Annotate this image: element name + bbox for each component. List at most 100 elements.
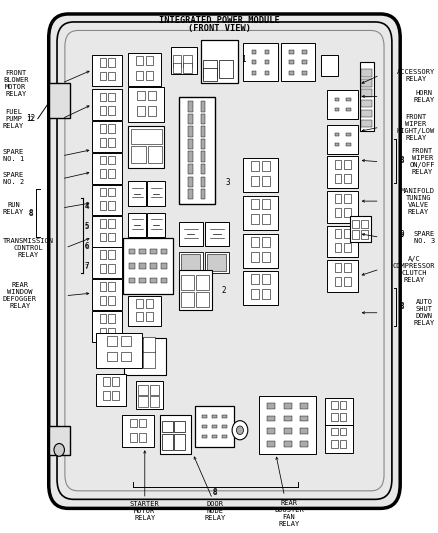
Bar <box>243 271 278 305</box>
Bar <box>346 108 350 111</box>
Bar <box>212 425 217 429</box>
Text: 4: 4 <box>85 202 89 211</box>
Bar <box>201 164 205 174</box>
Bar <box>265 50 269 54</box>
Bar <box>99 314 106 323</box>
Bar <box>148 147 162 163</box>
Bar <box>96 333 142 368</box>
Bar <box>136 300 143 308</box>
Bar <box>146 264 153 272</box>
Text: 8: 8 <box>399 302 404 311</box>
Bar <box>122 415 153 447</box>
Bar <box>179 252 203 273</box>
Text: FRONT
WIPER
ON/OFF
RELAY: FRONT WIPER ON/OFF RELAY <box>410 148 435 175</box>
Bar <box>201 114 205 124</box>
Bar <box>344 174 350 183</box>
Bar <box>207 254 226 271</box>
Bar <box>267 416 276 422</box>
Bar <box>344 243 350 252</box>
Bar <box>197 408 233 445</box>
Text: 5: 5 <box>85 222 89 231</box>
Text: REAR
WINDOW
DEFOGGER
RELAY: REAR WINDOW DEFOGGER RELAY <box>3 282 37 309</box>
Bar <box>205 222 229 246</box>
Bar <box>131 147 146 163</box>
Bar <box>262 289 269 299</box>
Bar <box>109 58 115 67</box>
Bar <box>109 282 115 291</box>
Bar <box>124 337 166 375</box>
Bar <box>201 139 205 149</box>
Text: FUEL
PUMP
RELAY: FUEL PUMP RELAY <box>3 109 24 128</box>
Bar <box>148 106 155 116</box>
Bar <box>361 79 372 87</box>
Bar <box>109 124 115 133</box>
Text: 8: 8 <box>212 488 217 497</box>
Bar <box>223 434 227 438</box>
Bar <box>251 237 259 247</box>
Bar <box>128 126 164 167</box>
Bar <box>212 434 217 438</box>
Bar <box>147 181 165 206</box>
Circle shape <box>237 426 244 434</box>
Text: 9: 9 <box>399 230 404 239</box>
Bar <box>361 90 372 97</box>
Bar <box>107 336 117 346</box>
Bar <box>201 176 205 187</box>
Text: 12: 12 <box>26 116 35 122</box>
Bar <box>181 254 200 271</box>
Bar <box>103 377 110 386</box>
Bar <box>188 164 193 174</box>
Bar <box>361 120 372 127</box>
Bar <box>113 377 119 386</box>
Bar <box>120 336 131 346</box>
Bar <box>244 43 278 82</box>
Bar <box>340 427 346 435</box>
Bar <box>180 99 213 201</box>
Bar <box>267 403 276 409</box>
Bar <box>120 352 131 361</box>
Bar <box>128 351 141 368</box>
Text: 8: 8 <box>399 157 403 163</box>
Bar <box>350 216 371 241</box>
Text: 5: 5 <box>85 224 88 229</box>
Bar <box>188 114 193 124</box>
Bar <box>360 62 374 131</box>
Bar <box>179 222 203 246</box>
Bar <box>205 252 229 273</box>
Text: REAR
BOOSTER
FAN
RELAY: REAR BOOSTER FAN RELAY <box>274 500 304 527</box>
Bar <box>139 263 146 269</box>
Bar <box>346 133 350 135</box>
Bar <box>201 39 238 83</box>
Bar <box>99 58 106 67</box>
Bar <box>99 201 106 210</box>
Bar <box>99 106 106 115</box>
Bar <box>335 143 339 146</box>
Bar <box>109 232 115 241</box>
Bar <box>335 133 339 135</box>
Bar <box>335 194 341 203</box>
Text: 6: 6 <box>85 244 88 249</box>
Bar <box>125 240 171 292</box>
Bar <box>99 71 106 80</box>
Bar <box>321 55 338 76</box>
Bar <box>352 220 359 228</box>
Text: 7: 7 <box>85 264 88 269</box>
Bar <box>302 50 307 54</box>
Bar <box>129 263 135 269</box>
Bar <box>223 425 227 429</box>
Bar <box>92 311 122 342</box>
Bar <box>109 251 115 259</box>
Bar <box>335 243 341 252</box>
FancyBboxPatch shape <box>49 14 400 508</box>
Text: 2: 2 <box>221 286 226 295</box>
Text: RUN
RELAY: RUN RELAY <box>3 201 24 214</box>
Bar <box>109 106 115 115</box>
Bar <box>49 83 70 118</box>
Bar <box>335 229 341 238</box>
Bar <box>99 251 106 259</box>
Bar <box>179 270 212 310</box>
Bar <box>160 415 191 454</box>
Bar <box>262 252 269 262</box>
Bar <box>340 401 346 409</box>
Bar <box>203 60 217 78</box>
